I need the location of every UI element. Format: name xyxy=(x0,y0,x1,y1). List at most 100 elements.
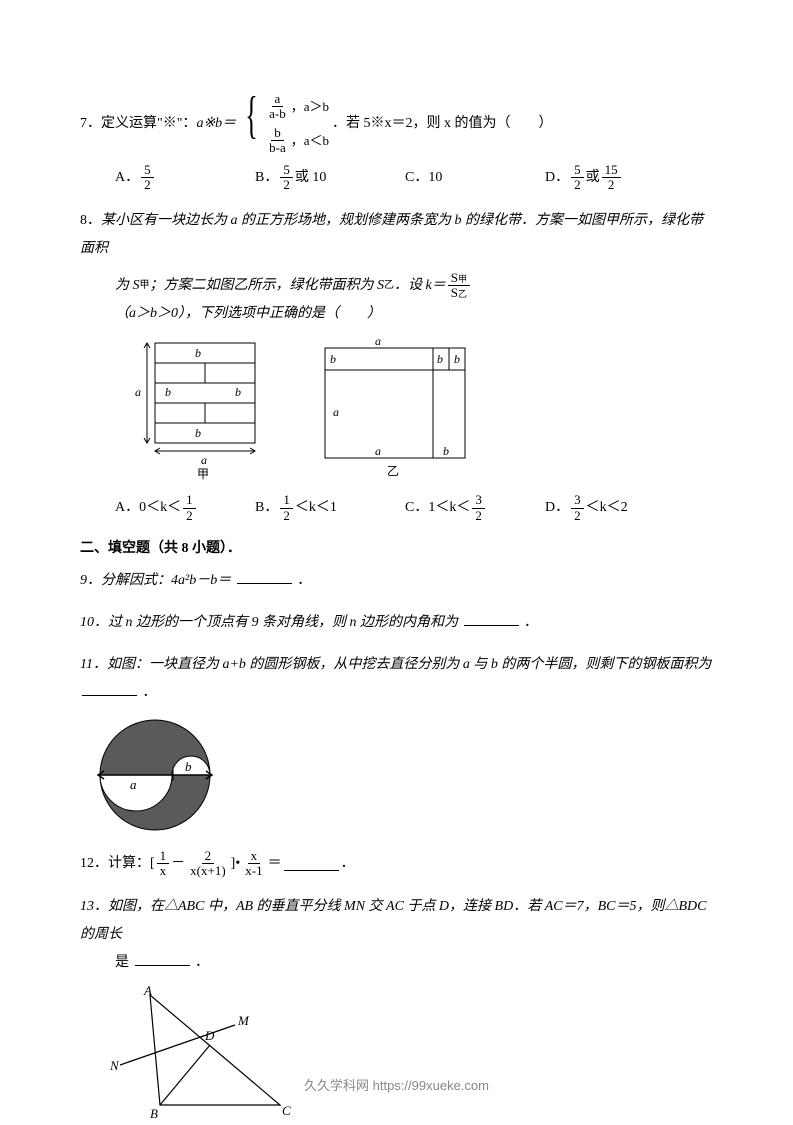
fig-yi-svg: a b b b a a b 乙 xyxy=(315,338,475,483)
label-b: b xyxy=(195,426,201,440)
t: 是 xyxy=(115,955,129,970)
q8-line1: 8．某小区有一块边长为 a 的正方形场地，规划修建两条宽为 b 的绿化带．方案一… xyxy=(80,207,713,263)
t: ． xyxy=(524,615,538,630)
q7-options: A． 5 2 B． 5 2 或 10 C．10 D． 5 2 或 15 xyxy=(115,163,713,193)
opt-label: A． xyxy=(115,164,139,192)
frac-num: 5 xyxy=(141,163,154,178)
sub: 甲 xyxy=(140,276,150,296)
q8-opt-c: C．1＜k＜ 3 2 xyxy=(405,493,545,523)
frac-den: 2 xyxy=(605,178,618,192)
q11-figure: a b xyxy=(90,715,713,835)
caption: 乙 xyxy=(387,464,399,478)
t: ＝ xyxy=(268,850,282,878)
frac-den: 2 xyxy=(571,509,584,523)
frac-den: x-1 xyxy=(242,864,265,878)
q7-stem: 7． 定义运算"※"： a※b＝ { a a-b ，a＞b b b-a xyxy=(80,90,713,157)
frac-num: 1 xyxy=(183,493,196,508)
frac-den: 2 xyxy=(183,509,196,523)
frac-num: S甲 xyxy=(448,271,470,286)
opt-frac: 5 2 xyxy=(141,163,154,193)
blank xyxy=(135,950,190,965)
t: ． xyxy=(297,573,311,588)
frac-den: b-a xyxy=(266,141,289,155)
sub: 乙 xyxy=(458,289,467,299)
opt-label: D． xyxy=(545,164,569,192)
section-2-title: 二、填空题（共 8 小题）． xyxy=(80,537,713,557)
opt-frac: 1 2 xyxy=(183,493,196,523)
blank xyxy=(237,569,292,584)
label-a: a xyxy=(333,405,339,419)
label-b: b xyxy=(454,352,460,366)
t: S xyxy=(451,270,458,285)
frac-num: 5 xyxy=(571,163,584,178)
q8-num: 8． xyxy=(80,213,101,228)
t: ；方案二如图乙所示，绿化带面积为 S xyxy=(150,272,385,300)
blank xyxy=(284,856,339,871)
label-a: a xyxy=(201,453,207,467)
q8-text1: 某小区有一块边长为 a 的正方形场地，规划修建两条宽为 b 的绿化带．方案一如图… xyxy=(80,213,703,256)
frac-den: 2 xyxy=(280,509,293,523)
q13-line1: 13．如图，在△ABC 中，AB 的垂直平分线 MN 交 AC 于点 D，连接 … xyxy=(80,893,713,949)
opt-frac: 5 2 xyxy=(280,163,293,193)
f2: 2 x(x+1) xyxy=(187,849,229,879)
frac-num: b xyxy=(271,126,284,141)
q7-opt-c: C．10 xyxy=(405,163,545,193)
brace-icon: { xyxy=(245,90,257,157)
question-12: 12．计算：[ 1 x － 2 x(x+1) ]• x x-1 ＝ ． xyxy=(80,849,713,879)
blank xyxy=(82,681,137,696)
q8-opt-a: A．0＜k＜ 1 2 xyxy=(115,493,255,523)
frac-num: 3 xyxy=(571,493,584,508)
t: ． xyxy=(341,850,355,878)
t: （a＞b＞0），下列选项中正确的是（ ） xyxy=(115,300,381,328)
label-b: b xyxy=(185,759,192,774)
q7-opt-a: A． 5 2 xyxy=(115,163,255,193)
label-a: a xyxy=(375,444,381,458)
opt-frac: 1 2 xyxy=(280,493,293,523)
f3: x x-1 xyxy=(242,849,265,879)
label-B: B xyxy=(150,1106,158,1121)
t: ＜k＜2 xyxy=(586,494,628,522)
t: D． xyxy=(545,494,569,522)
fig-jia-svg: a a b b b b 甲 xyxy=(135,338,265,483)
opt-frac: 3 2 xyxy=(472,493,485,523)
frac-num: 5 xyxy=(280,163,293,178)
question-11: 11．如图：一块直径为 a+b 的圆形钢板，从中挖去直径分别为 a 与 b 的两… xyxy=(80,651,713,835)
q7-num: 7． xyxy=(80,110,101,138)
label-b: b xyxy=(195,346,201,360)
frac-num: 3 xyxy=(472,493,485,508)
frac-den: a-b xyxy=(266,107,289,121)
label-b: b xyxy=(235,385,241,399)
frac-den: x xyxy=(157,864,170,878)
frac-num: x xyxy=(248,849,261,864)
q9-text: 9．分解因式：4a²b－b＝ xyxy=(80,573,231,588)
q7-case2: b b-a ，a＜b xyxy=(264,124,329,158)
sub: 甲 xyxy=(458,274,467,284)
opt-mid: 或 xyxy=(586,164,600,192)
q7-case2-frac: b b-a xyxy=(266,126,289,156)
frac-num: 1 xyxy=(280,493,293,508)
yinyang-svg: a b xyxy=(90,715,220,835)
t: ．设 k＝ xyxy=(394,272,446,300)
q8-options: A．0＜k＜ 1 2 B． 1 2 ＜k＜1 C．1＜k＜ 3 2 D． 3 xyxy=(115,493,713,523)
q8-figures: a a b b b b 甲 xyxy=(135,338,713,483)
frac-num: 2 xyxy=(202,849,215,864)
frac-den: S乙 xyxy=(448,286,470,300)
opt-label: C．10 xyxy=(405,164,442,192)
frac-den: x(x+1) xyxy=(187,864,229,878)
q7-cases: { a a-b ，a＞b b b-a ，a＜b xyxy=(239,90,329,157)
label-D: D xyxy=(204,1028,215,1043)
frac-num: 1 xyxy=(157,849,170,864)
t: B． xyxy=(255,494,278,522)
t: ＜k＜1 xyxy=(295,494,337,522)
frac-den: 2 xyxy=(280,178,293,192)
t: C．1＜k＜ xyxy=(405,494,470,522)
opt-tail: 或 10 xyxy=(295,164,327,192)
frac-den: 2 xyxy=(141,178,154,192)
frac-den: 2 xyxy=(472,509,485,523)
label-C: C xyxy=(282,1103,291,1118)
q7-case1: a a-b ，a＞b xyxy=(264,90,329,124)
t: ． xyxy=(195,955,209,970)
label-a: a xyxy=(135,385,141,399)
t: ]• xyxy=(231,850,241,878)
frac-num: a xyxy=(272,92,284,107)
